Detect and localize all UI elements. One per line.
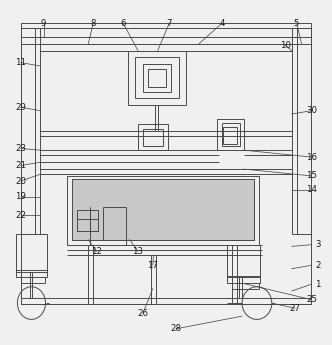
Text: 25: 25 [306,295,317,304]
Text: 19: 19 [15,192,26,201]
Bar [72,179,254,239]
Bar [296,28,311,234]
Text: 17: 17 [147,261,158,270]
Text: 4: 4 [219,19,225,28]
Text: 3: 3 [315,240,321,249]
Bar [143,64,171,92]
Bar [227,245,260,277]
Text: 21: 21 [15,161,26,170]
Text: 20: 20 [15,177,26,186]
Text: 29: 29 [15,103,26,112]
Bar [148,69,166,87]
Bar [67,176,259,245]
Text: 23: 23 [15,144,26,153]
Text: 8: 8 [91,19,96,28]
Text: 28: 28 [170,324,181,333]
Bar [227,276,260,283]
Bar [291,28,311,234]
Text: 16: 16 [306,152,317,161]
Text: 11: 11 [15,58,26,67]
Text: 6: 6 [120,19,126,28]
Bar [138,125,168,150]
Text: 1: 1 [315,280,321,289]
Bar [128,50,186,105]
Bar [72,179,254,239]
Bar [16,234,47,272]
Bar [221,124,240,146]
Bar [143,129,163,146]
Text: 2: 2 [315,261,321,270]
Bar [16,270,47,277]
Bar [72,179,254,239]
Bar [21,28,41,234]
Bar [21,28,36,234]
Text: 13: 13 [132,247,143,256]
Bar [134,57,179,98]
Text: 5: 5 [294,19,299,28]
Text: 15: 15 [306,171,317,180]
Text: 22: 22 [15,211,26,220]
Bar [223,127,237,144]
Text: 14: 14 [306,185,317,194]
Text: 10: 10 [280,41,290,50]
Text: 27: 27 [290,304,300,313]
Bar [77,210,98,231]
Bar [21,23,311,304]
Text: 12: 12 [91,247,102,256]
Text: 30: 30 [306,106,317,115]
Bar [217,119,244,150]
Text: 26: 26 [137,309,148,318]
Text: 7: 7 [167,19,172,28]
Text: 9: 9 [41,19,46,28]
